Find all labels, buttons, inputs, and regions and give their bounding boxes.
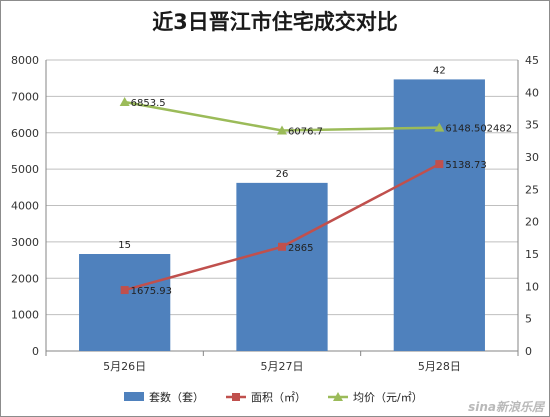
line-data-label: 1675.93 [131, 286, 172, 297]
bar [393, 79, 485, 352]
y-left-tick-label: 5000 [11, 163, 39, 176]
axes: 0 1000 2000 3000 4000 5000 6000 7000 8000 0 5 10 15 2… [11, 54, 539, 373]
line-series [119, 97, 445, 295]
x-tick-label: 5月28日 [418, 360, 461, 373]
bar [236, 182, 328, 351]
y-right-tick-label: 45 [525, 54, 539, 67]
y-left-tick-label: 1000 [11, 309, 39, 322]
line-data-label: 2865 [288, 243, 313, 254]
data-labels: 15 26 42 1675.93 2865 5138.73 6853.5 6076.7 6148… [118, 65, 512, 297]
y-left-tick-label: 3000 [11, 236, 39, 249]
line-data-label: 6076.7 [288, 126, 323, 137]
y-left-tick-label: 7000 [11, 90, 39, 103]
y-right-tick-label: 10 [525, 280, 539, 293]
y-left-tick-label: 6000 [11, 127, 39, 140]
y-right-tick-label: 20 [525, 216, 539, 229]
watermark: sina新浪乐居 [468, 400, 544, 414]
point-marker [120, 286, 129, 295]
legend-label: 均价（元/㎡） [353, 391, 423, 404]
y-right-tick-label: 0 [525, 345, 532, 358]
legend-marker [232, 393, 240, 401]
point-marker [435, 160, 444, 169]
bar-data-label: 15 [118, 240, 131, 251]
line-data-label: 5138.73 [445, 160, 486, 171]
legend-marker [333, 392, 343, 401]
x-tick-label: 5月27日 [261, 360, 304, 373]
y-left-tick-label: 4000 [11, 200, 39, 213]
legend-swatch [124, 392, 144, 401]
y-right-tick-label: 35 [525, 119, 539, 132]
y-right-tick-label: 25 [525, 183, 539, 196]
line-data-label: 6148.502482 [445, 124, 512, 135]
y-left-tick-label: 0 [32, 345, 39, 358]
y-left-tick-label: 2000 [11, 272, 39, 285]
y-right-tick-label: 40 [525, 86, 539, 99]
point-marker [277, 125, 287, 135]
point-marker [434, 122, 445, 132]
y-right-tick-label: 30 [525, 151, 539, 164]
legend-label: 面积（㎡） [251, 391, 306, 404]
bar-data-label: 26 [276, 169, 289, 180]
legend: 套数（套） 面积（㎡） 均价（元/㎡） [124, 391, 423, 404]
line-data-label: 6853.5 [131, 98, 166, 109]
bar-data-label: 42 [433, 65, 446, 76]
legend-label: 套数（套） [149, 391, 204, 404]
point-marker [278, 242, 286, 251]
y-right-tick-label: 5 [525, 313, 532, 326]
bar [79, 254, 171, 351]
y-left-tick-label: 8000 [11, 54, 39, 67]
chart-title: 近3日晋江市住宅成交对比 [152, 10, 398, 34]
x-tick-label: 5月26日 [103, 360, 146, 373]
point-marker [119, 97, 130, 107]
y-right-tick-label: 15 [525, 248, 539, 261]
bar-series [79, 79, 485, 352]
